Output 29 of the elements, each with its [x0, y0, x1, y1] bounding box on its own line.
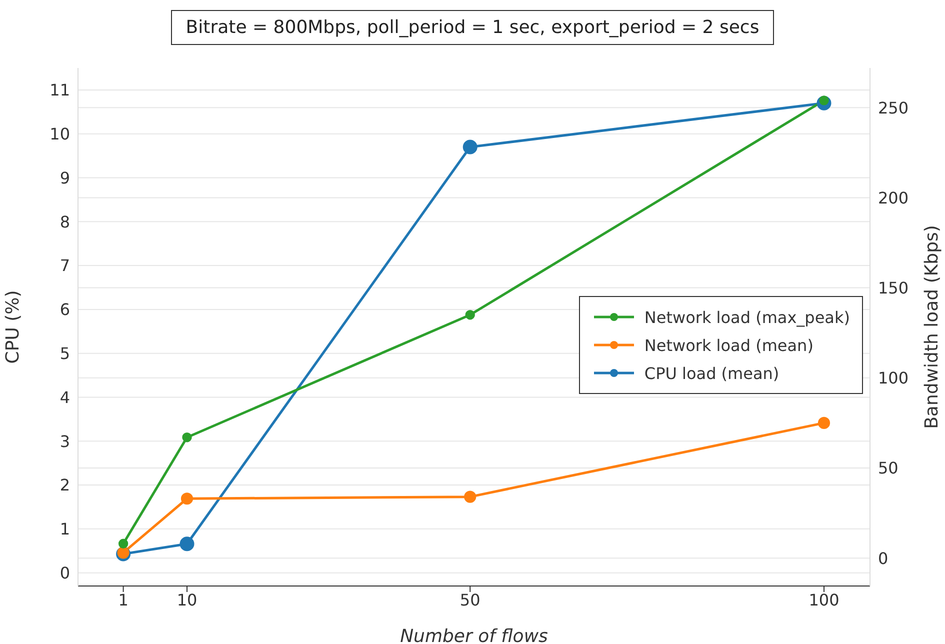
y-axis-title: CPU (%)	[2, 290, 24, 364]
y2-tick-label: 150	[878, 278, 909, 298]
y-tick-label: 4	[60, 388, 70, 407]
y-tick-label: 6	[60, 300, 70, 320]
y-tick-label: 10	[50, 124, 70, 144]
y-tick-label: 0	[60, 564, 70, 583]
x-tick-label: 100	[808, 590, 840, 610]
y-tick-label: 8	[60, 212, 70, 232]
y2-tick-label: 50	[878, 458, 898, 478]
y-tick-label: 3	[60, 432, 70, 451]
x-tick-label: 10	[176, 590, 198, 610]
y2-axis-title: Bandwidth load (Kbps)	[921, 225, 942, 429]
y-tick-label: 1	[60, 520, 70, 539]
y-tick-label: 9	[60, 168, 70, 188]
legend-label: Network load (max_peak)	[644, 308, 850, 326]
chart-title: Bitrate = 800Mbps, poll_period = 1 sec, export_period = 2 secs	[170, 10, 774, 45]
y2-tick-label: 0	[878, 548, 888, 568]
y-tick-label: 2	[60, 476, 70, 495]
y-tick-label: 5	[60, 344, 70, 364]
y-tick-label: 11	[50, 80, 70, 100]
legend-label: CPU load (mean)	[644, 364, 780, 382]
legend-label: Network load (mean)	[644, 336, 814, 354]
y2-tick-label: 250	[878, 98, 909, 118]
x-tick-label: 50	[460, 590, 480, 610]
x-tick-label: 1	[118, 590, 128, 610]
y2-tick-label: 100	[878, 368, 909, 388]
y2-tick-label: 200	[878, 188, 909, 208]
y-tick-label: 7	[60, 256, 70, 276]
x-axis-title: Number of flows	[400, 626, 548, 644]
